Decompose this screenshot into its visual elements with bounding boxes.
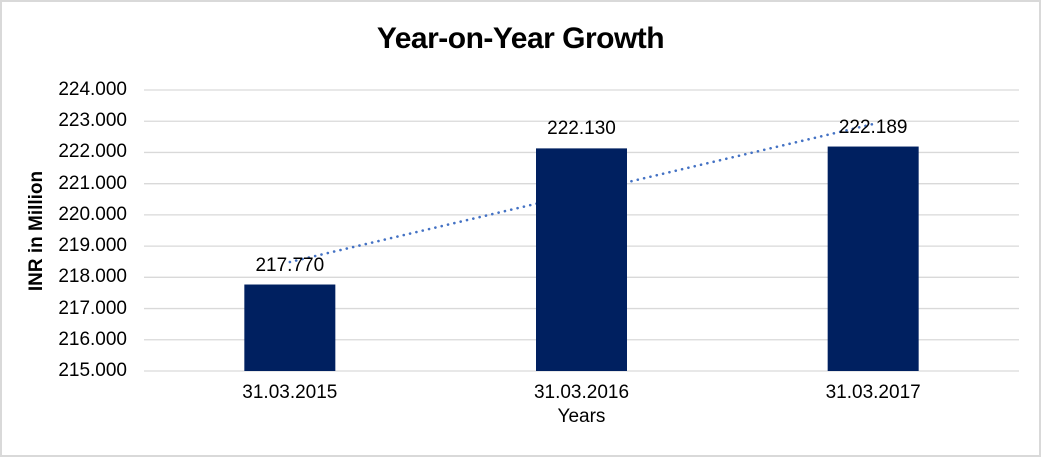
bar-value-label: 222.130 xyxy=(547,118,616,140)
bar xyxy=(536,148,627,371)
y-tick-label: 223.000 xyxy=(58,110,127,132)
bar-value-label: 217.770 xyxy=(255,254,325,276)
x-category-label: 31.03.2015 xyxy=(242,382,338,403)
chart-title: Year-on-Year Growth xyxy=(376,22,665,55)
y-tick-label: 217.000 xyxy=(58,297,127,319)
bar xyxy=(827,146,919,371)
y-tick-label: 222.000 xyxy=(58,141,127,163)
x-category-label: 31.03.2016 xyxy=(533,382,630,403)
y-tick-label: 218.000 xyxy=(58,266,127,288)
y-tick-label: 220.000 xyxy=(58,203,127,225)
y-tick-label: 215.000 xyxy=(58,360,127,381)
bar xyxy=(244,284,336,371)
x-axis-title: Years xyxy=(557,406,606,427)
y-tick-label: 219.000 xyxy=(58,235,127,257)
y-tick-label: 224.000 xyxy=(58,79,127,100)
bar-value-label: 222.189 xyxy=(838,116,908,138)
x-category-label: 31.03.2017 xyxy=(825,382,921,403)
y-tick-label: 216.000 xyxy=(58,328,127,350)
y-tick-label: 221.000 xyxy=(58,172,127,194)
